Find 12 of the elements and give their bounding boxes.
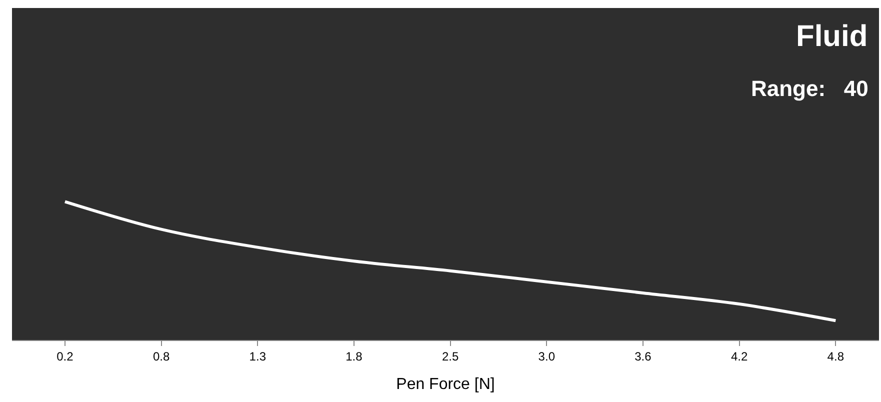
x-axis-title: Pen Force [N] [396,376,495,394]
text: Range: 40 [751,76,868,101]
x-tick-label: 1.8 [346,349,363,364]
x-tick-label: 4.2 [730,349,748,364]
x-tick-label: 3.6 [634,349,652,364]
x-tick-label: 1.3 [249,349,266,364]
x-tick-label: 2.5 [442,349,459,364]
x-tick-label: 4.8 [827,349,844,364]
x-tick-label: 3.0 [538,349,556,364]
text: Fluid [796,20,868,53]
x-tick-label: 0.8 [152,349,170,364]
x-tick-label: 0.2 [56,349,74,364]
